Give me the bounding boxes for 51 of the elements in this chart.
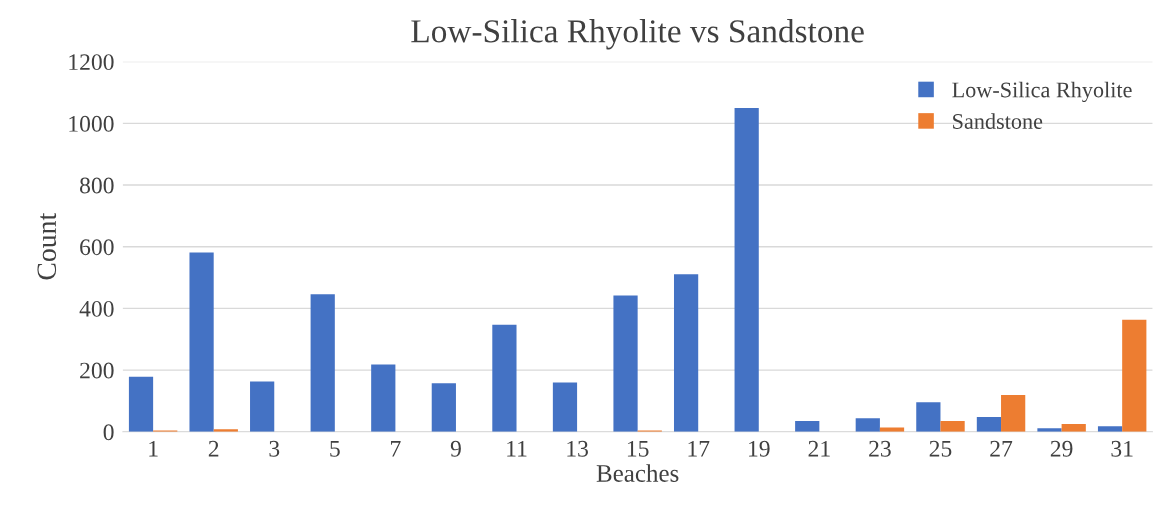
- bar: [1037, 428, 1062, 432]
- x-tick-label: 13: [567, 440, 588, 457]
- bar: [1122, 319, 1147, 432]
- x-tick-label: 1: [149, 440, 158, 457]
- x-tick-label: 2: [208, 440, 219, 457]
- bar: [1097, 426, 1123, 432]
- bar: [552, 382, 578, 432]
- chart-title: Low-Silica Rhyolite vs Sandstone: [411, 19, 864, 50]
- bar: [940, 420, 965, 432]
- y-tick-label: 200: [80, 362, 114, 379]
- y-tick-label: 800: [80, 177, 114, 194]
- bar: [855, 418, 880, 432]
- bar: [1001, 395, 1026, 432]
- y-axis-title: Count: [37, 212, 57, 280]
- bar: [1061, 424, 1086, 432]
- x-tick-label: 29: [1050, 440, 1073, 457]
- x-tick-label: 31: [1111, 440, 1133, 457]
- bar: [795, 420, 820, 432]
- x-tick-label: 27: [990, 440, 1013, 457]
- bar: [673, 274, 699, 432]
- bar: [734, 107, 759, 432]
- bar: [976, 416, 1002, 432]
- x-tick-label: 15: [627, 440, 649, 457]
- x-tick-label: 9: [450, 440, 461, 457]
- bar: [879, 427, 905, 432]
- bar: [310, 294, 335, 432]
- x-tick-label: 19: [749, 440, 770, 457]
- legend-label: Low-Silica Rhyolite: [952, 81, 1132, 103]
- bar: [431, 383, 456, 432]
- bar: [371, 364, 396, 432]
- x-tick-label: 25: [929, 440, 952, 457]
- y-tick-label: 0: [103, 424, 114, 441]
- x-tick-label: 17: [688, 440, 710, 457]
- x-tick-label: 21: [808, 440, 830, 457]
- y-tick-label: 400: [79, 300, 114, 317]
- bar: [189, 252, 214, 432]
- bar: [613, 295, 638, 432]
- bar: [492, 324, 517, 432]
- x-tick-label: 5: [330, 441, 340, 457]
- bar: [250, 381, 275, 432]
- y-tick-label: 1200: [69, 54, 114, 71]
- bar: [128, 376, 154, 432]
- y-tick-label: 600: [80, 239, 114, 256]
- bar: [916, 402, 941, 432]
- x-axis-title: Beaches: [596, 464, 679, 482]
- x-tick-label: 7: [391, 441, 401, 457]
- x-tick-label: 3: [269, 440, 280, 457]
- x-tick-label: 23: [869, 440, 891, 457]
- x-tick-label: 11: [507, 440, 527, 457]
- y-tick-label: 1000: [69, 115, 114, 132]
- legend-label: Sandstone: [953, 113, 1043, 129]
